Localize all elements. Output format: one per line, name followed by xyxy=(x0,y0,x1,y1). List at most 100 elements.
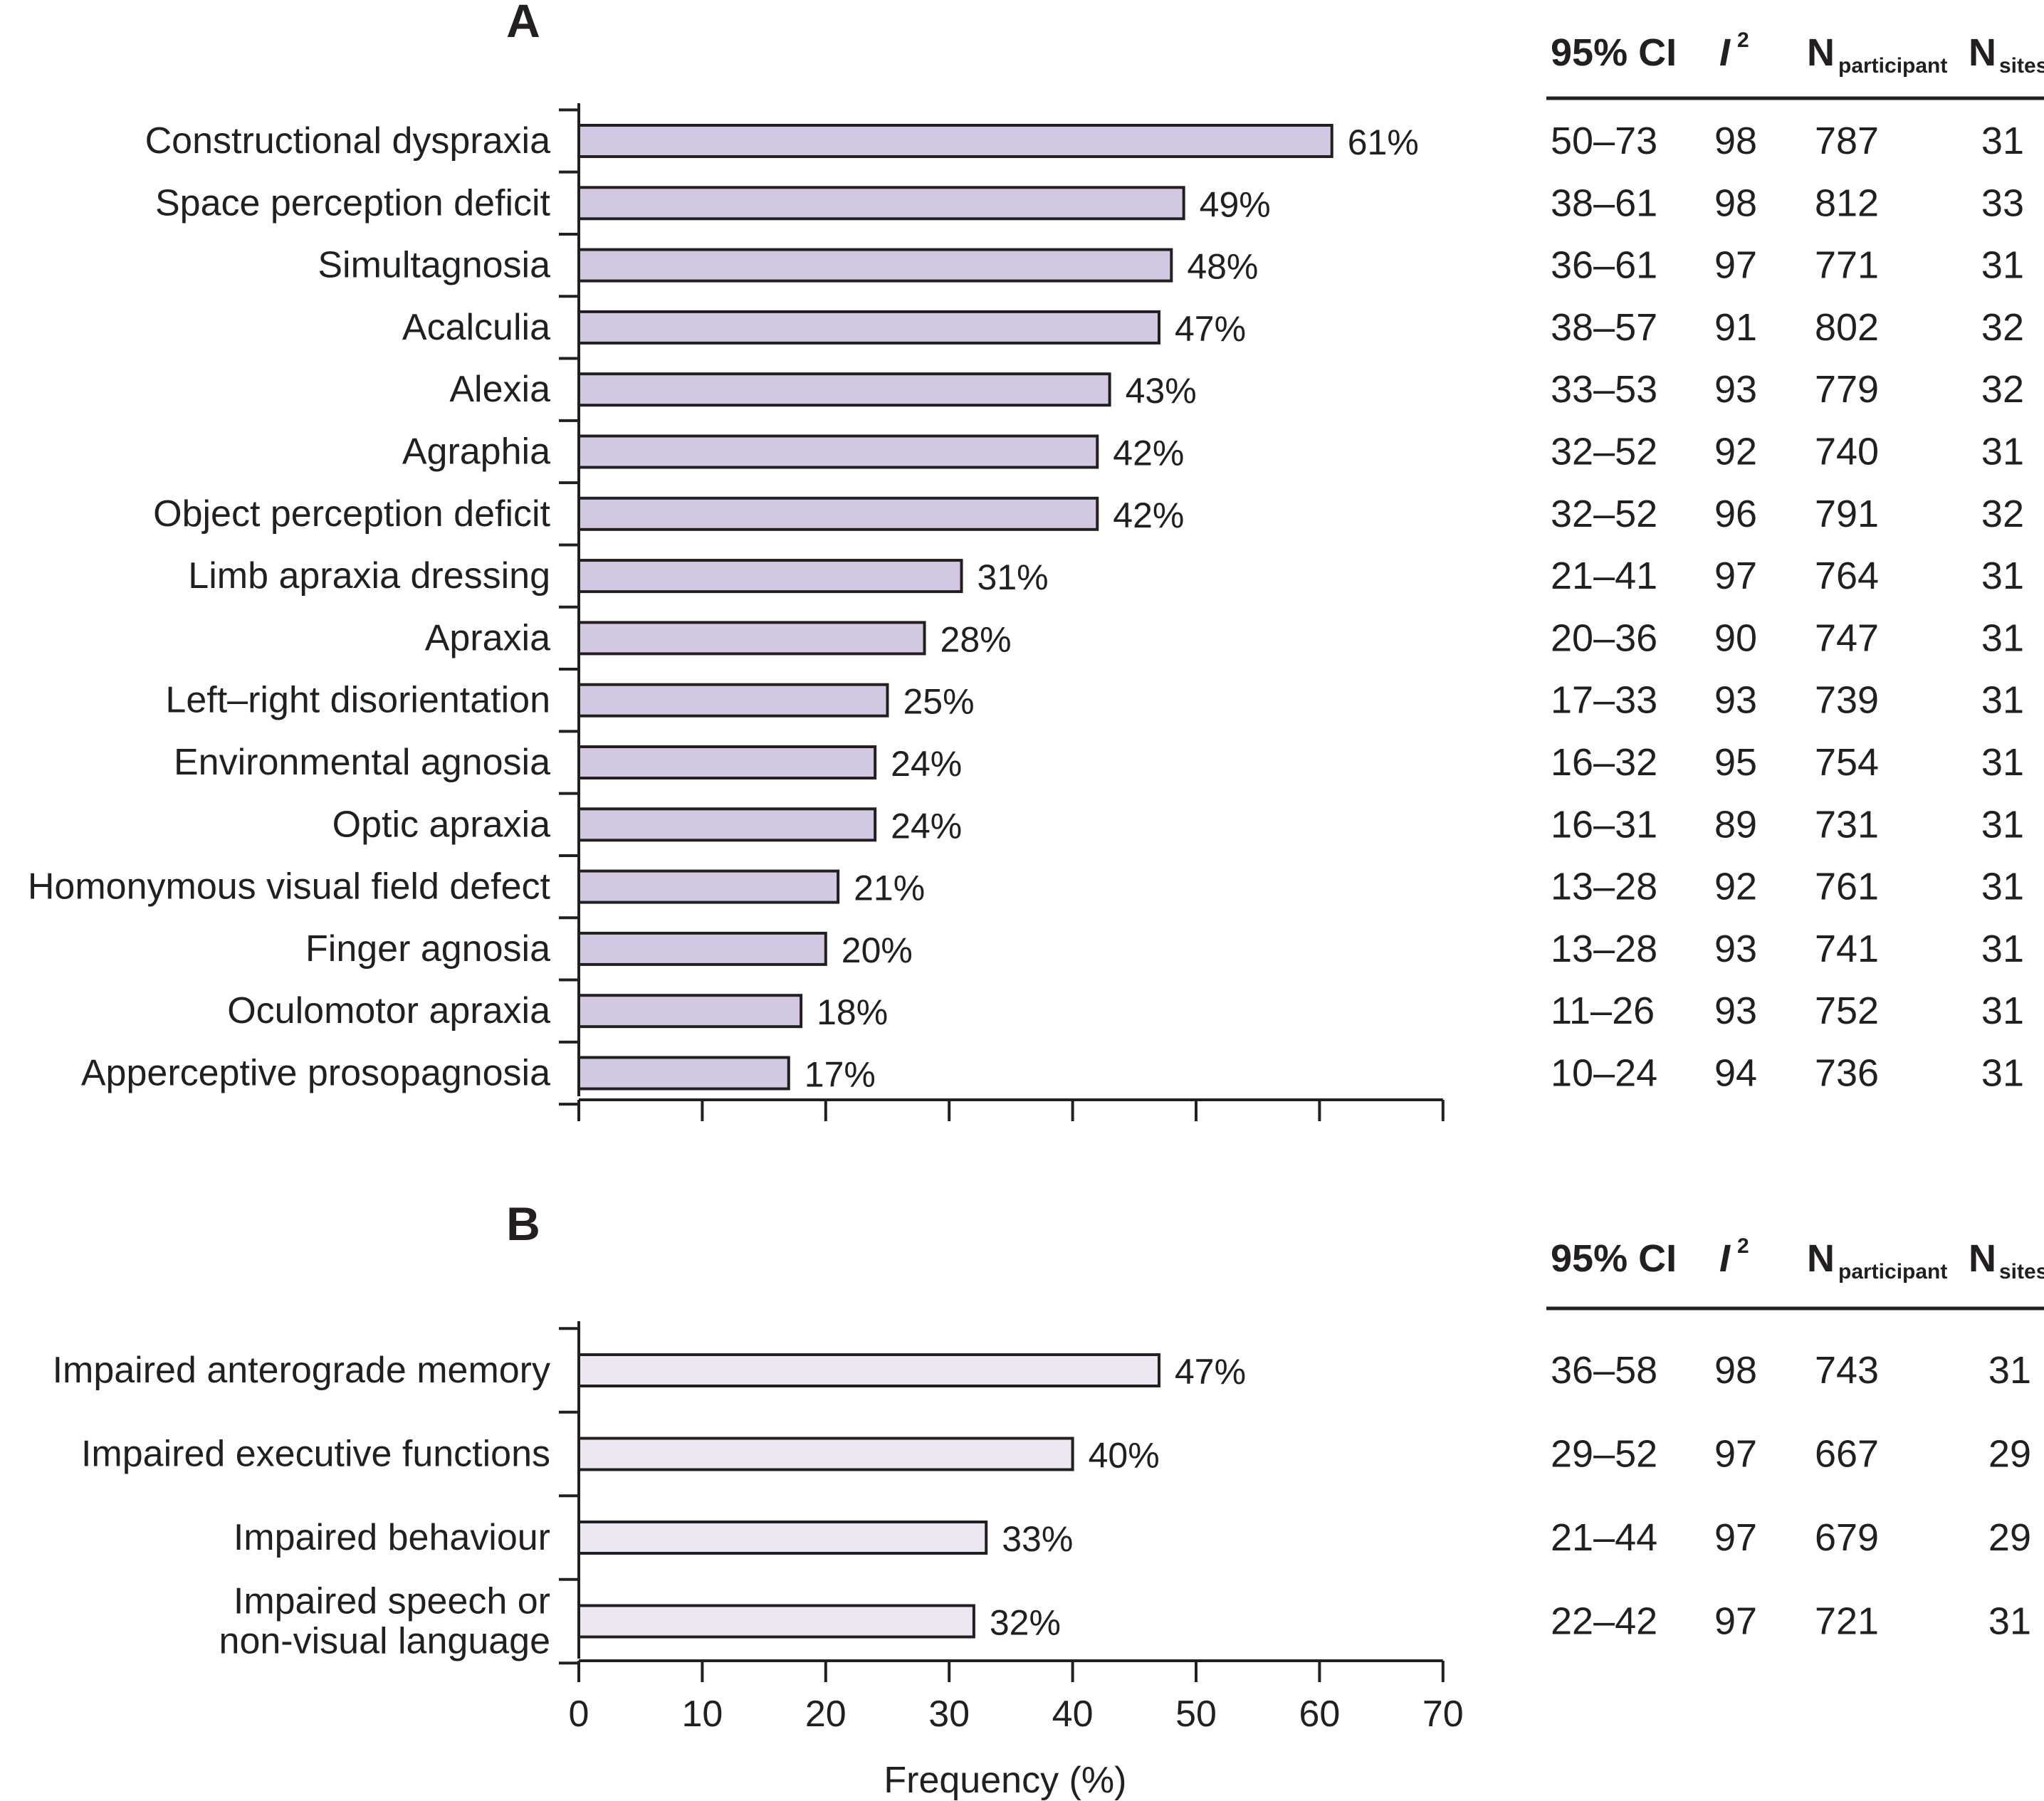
table-i2: 97 xyxy=(1714,555,1757,597)
table-n-sites: 29 xyxy=(1988,1433,2031,1476)
x-tick-label: 60 xyxy=(1299,1694,1340,1735)
x-tick-label: 30 xyxy=(928,1694,970,1735)
table-n-participant: 779 xyxy=(1815,368,1879,411)
table-i2: 93 xyxy=(1714,928,1757,970)
value-label: 43% xyxy=(1126,371,1197,411)
table-n-participant: 752 xyxy=(1815,989,1879,1032)
value-label: 49% xyxy=(1200,184,1271,224)
table-n-participant: 740 xyxy=(1815,431,1879,473)
bar xyxy=(577,124,1333,158)
bar xyxy=(577,1056,790,1091)
table-n-participant: 667 xyxy=(1815,1433,1879,1476)
value-label: 18% xyxy=(817,992,888,1032)
table-n-sites: 31 xyxy=(1981,616,2024,659)
table-header-i2: I xyxy=(1719,1237,1731,1280)
table-n-sites: 32 xyxy=(1981,306,2024,349)
table-n-sites: 33 xyxy=(1981,182,2024,224)
bar xyxy=(577,559,963,594)
bar xyxy=(577,621,926,656)
value-label: 47% xyxy=(1175,309,1246,349)
category-label: Oculomotor apraxia xyxy=(227,990,550,1031)
table-i2: 91 xyxy=(1714,306,1757,349)
table-ci: 38–61 xyxy=(1551,182,1657,224)
table-n-sites: 31 xyxy=(1981,120,2024,162)
value-label: 42% xyxy=(1113,495,1184,535)
table-header-i2-sup: 2 xyxy=(1737,28,1749,52)
table-ci: 13–28 xyxy=(1551,928,1657,970)
table-n-sites: 31 xyxy=(1981,741,2024,784)
category-label: Optic apraxia xyxy=(332,804,550,845)
table-n-participant: 771 xyxy=(1815,244,1879,287)
table-ci: 38–57 xyxy=(1551,306,1657,349)
table-ci: 32–52 xyxy=(1551,493,1657,535)
table-n-participant: 679 xyxy=(1815,1516,1879,1559)
table-n-sites: 31 xyxy=(1981,431,2024,473)
value-label: 24% xyxy=(891,806,962,846)
table-header-ci: 95% CI xyxy=(1551,1237,1677,1280)
table-n-sites: 31 xyxy=(1981,244,2024,287)
table-i2: 93 xyxy=(1714,679,1757,722)
table-n-sites: 31 xyxy=(1981,866,2024,908)
table-ci: 21–44 xyxy=(1551,1516,1657,1559)
table-header-n-participant: N xyxy=(1807,31,1835,74)
table-n-participant: 747 xyxy=(1815,616,1879,659)
x-tick-label: 70 xyxy=(1422,1694,1464,1735)
table-n-participant: 761 xyxy=(1815,866,1879,908)
value-label: 48% xyxy=(1187,247,1258,287)
table-i2: 92 xyxy=(1714,866,1757,908)
table-i2: 98 xyxy=(1714,1349,1757,1392)
value-label: 47% xyxy=(1175,1352,1246,1392)
table-header-i2-sup: 2 xyxy=(1737,1234,1749,1258)
category-label: Acalculia xyxy=(402,307,550,348)
value-label: 24% xyxy=(891,744,962,784)
bar xyxy=(577,683,889,718)
category-label: Impaired speech or non-visual language xyxy=(219,1581,550,1662)
x-tick-label: 50 xyxy=(1175,1694,1217,1735)
x-axis-title: Frequency (%) xyxy=(884,1760,1126,1801)
value-label: 21% xyxy=(854,868,925,908)
table-i2: 93 xyxy=(1714,989,1757,1032)
table-header-n-sites: N xyxy=(1969,1237,1996,1280)
bar xyxy=(577,931,827,966)
table-n-sites: 32 xyxy=(1981,368,2024,411)
table-n-sites: 31 xyxy=(1981,555,2024,597)
table-header-i2: I xyxy=(1719,31,1731,74)
panel-a-group: A Constructional dyspraxia 61% 50–73 98 787 31… xyxy=(28,0,2044,1121)
table-i2: 97 xyxy=(1714,1433,1757,1476)
category-label: Impaired behaviour xyxy=(234,1517,550,1558)
bar xyxy=(577,186,1185,221)
table-n-sites: 31 xyxy=(1981,1052,2024,1095)
x-tick-label: 40 xyxy=(1052,1694,1094,1735)
table-i2: 98 xyxy=(1714,182,1757,224)
bar xyxy=(577,745,877,779)
table-i2: 96 xyxy=(1714,493,1757,535)
x-tick-label: 10 xyxy=(681,1694,723,1735)
x-tick-label: 20 xyxy=(805,1694,847,1735)
category-label: Alexia xyxy=(449,369,550,410)
table-ci: 10–24 xyxy=(1551,1052,1657,1095)
value-label: 17% xyxy=(805,1055,876,1095)
table-n-participant: 743 xyxy=(1815,1349,1879,1392)
table-n-sites: 29 xyxy=(1988,1516,2031,1559)
table-n-participant: 741 xyxy=(1815,928,1879,970)
table-ci: 29–52 xyxy=(1551,1433,1657,1476)
category-label: Impaired anterograde memory xyxy=(53,1350,550,1391)
table-ci: 33–53 xyxy=(1551,368,1657,411)
x-tick-label: 0 xyxy=(569,1694,589,1735)
table-header-n-sites: N xyxy=(1969,31,1996,74)
table-ci: 13–28 xyxy=(1551,866,1657,908)
category-label: Limb apraxia dressing xyxy=(188,555,550,597)
category-label: Apperceptive prosopagnosia xyxy=(81,1053,550,1094)
table-ci: 21–41 xyxy=(1551,555,1657,597)
table-ci: 36–61 xyxy=(1551,244,1657,287)
table-ci: 11–26 xyxy=(1551,989,1655,1032)
table-n-sites: 31 xyxy=(1981,803,2024,846)
table-ci: 20–36 xyxy=(1551,616,1657,659)
value-label: 20% xyxy=(842,930,913,970)
value-label: 32% xyxy=(990,1603,1061,1643)
table-n-sites: 31 xyxy=(1981,928,2024,970)
table-i2: 90 xyxy=(1714,616,1757,659)
category-label: Agraphia xyxy=(402,431,550,473)
table-i2: 95 xyxy=(1714,741,1757,784)
bar xyxy=(577,372,1111,407)
